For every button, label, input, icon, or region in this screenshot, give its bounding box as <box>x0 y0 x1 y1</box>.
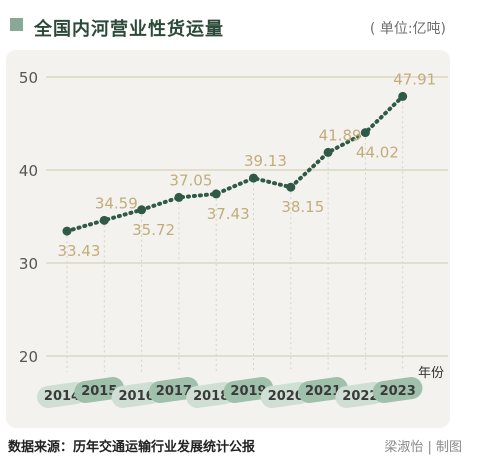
x-tick-pill <box>186 382 236 408</box>
x-tick-label: 2016 <box>119 389 155 404</box>
data-point <box>398 91 408 101</box>
data-label: 34.59 <box>95 194 138 212</box>
x-tick-pill <box>36 382 87 408</box>
unit-label: ( 单位:亿吨) <box>369 21 446 37</box>
data-label: 41.89 <box>319 126 362 144</box>
data-point <box>99 215 109 225</box>
x-tick-label: 2020 <box>268 389 304 404</box>
data-point <box>62 226 72 236</box>
data-label: 44.02 <box>356 144 399 162</box>
x-tick-label: 2023 <box>380 384 416 399</box>
y-tick-label: 50 <box>19 69 38 87</box>
data-point <box>249 173 258 183</box>
data-label: 35.72 <box>132 221 175 239</box>
x-tick-pill <box>372 377 423 403</box>
series-line <box>65 94 405 234</box>
data-label: 38.15 <box>281 198 324 216</box>
y-tick-label: 30 <box>19 255 38 273</box>
x-tick-label: 2019 <box>230 384 266 399</box>
x-tick-label: 2018 <box>193 389 229 404</box>
x-tick-pill <box>111 382 162 408</box>
x-tick-pill <box>260 382 311 408</box>
data-label: 37.05 <box>169 171 212 189</box>
y-tick-label: 40 <box>19 162 38 180</box>
x-tick-pill <box>74 377 125 403</box>
data-point <box>360 128 370 138</box>
chart-panel <box>6 50 450 428</box>
data-label: 47.91 <box>393 70 436 88</box>
x-tick-pill <box>148 377 199 403</box>
x-tick-label: 2017 <box>156 384 192 399</box>
data-point <box>286 182 296 192</box>
data-point <box>174 192 184 202</box>
data-point <box>137 205 147 215</box>
x-tick-pill <box>335 382 386 408</box>
x-tick-label: 2015 <box>81 384 117 399</box>
chart-title: 全国内河营业性货运量 <box>34 19 224 40</box>
data-label: 33.43 <box>58 242 101 260</box>
x-tick-label: 2021 <box>305 384 341 399</box>
title-marker <box>10 18 23 31</box>
x-tick-pill <box>298 377 348 403</box>
data-point <box>323 147 333 157</box>
data-label: 39.13 <box>244 152 287 170</box>
x-tick-label: 2022 <box>342 389 378 404</box>
x-tick-pill <box>223 377 274 403</box>
x-tick-label: 2014 <box>44 389 80 404</box>
header: 全国内河营业性货运量 ( 单位:亿吨) <box>0 0 480 62</box>
y-tick-label: 20 <box>19 348 38 366</box>
chart-credit: 梁淑怡 | 制图 <box>384 440 462 455</box>
data-point <box>211 189 221 199</box>
data-source: 数据来源：历年交通运输行业发展统计公报 <box>8 440 256 455</box>
data-label: 37.43 <box>207 205 250 223</box>
x-axis-label: 年份 <box>418 366 444 381</box>
